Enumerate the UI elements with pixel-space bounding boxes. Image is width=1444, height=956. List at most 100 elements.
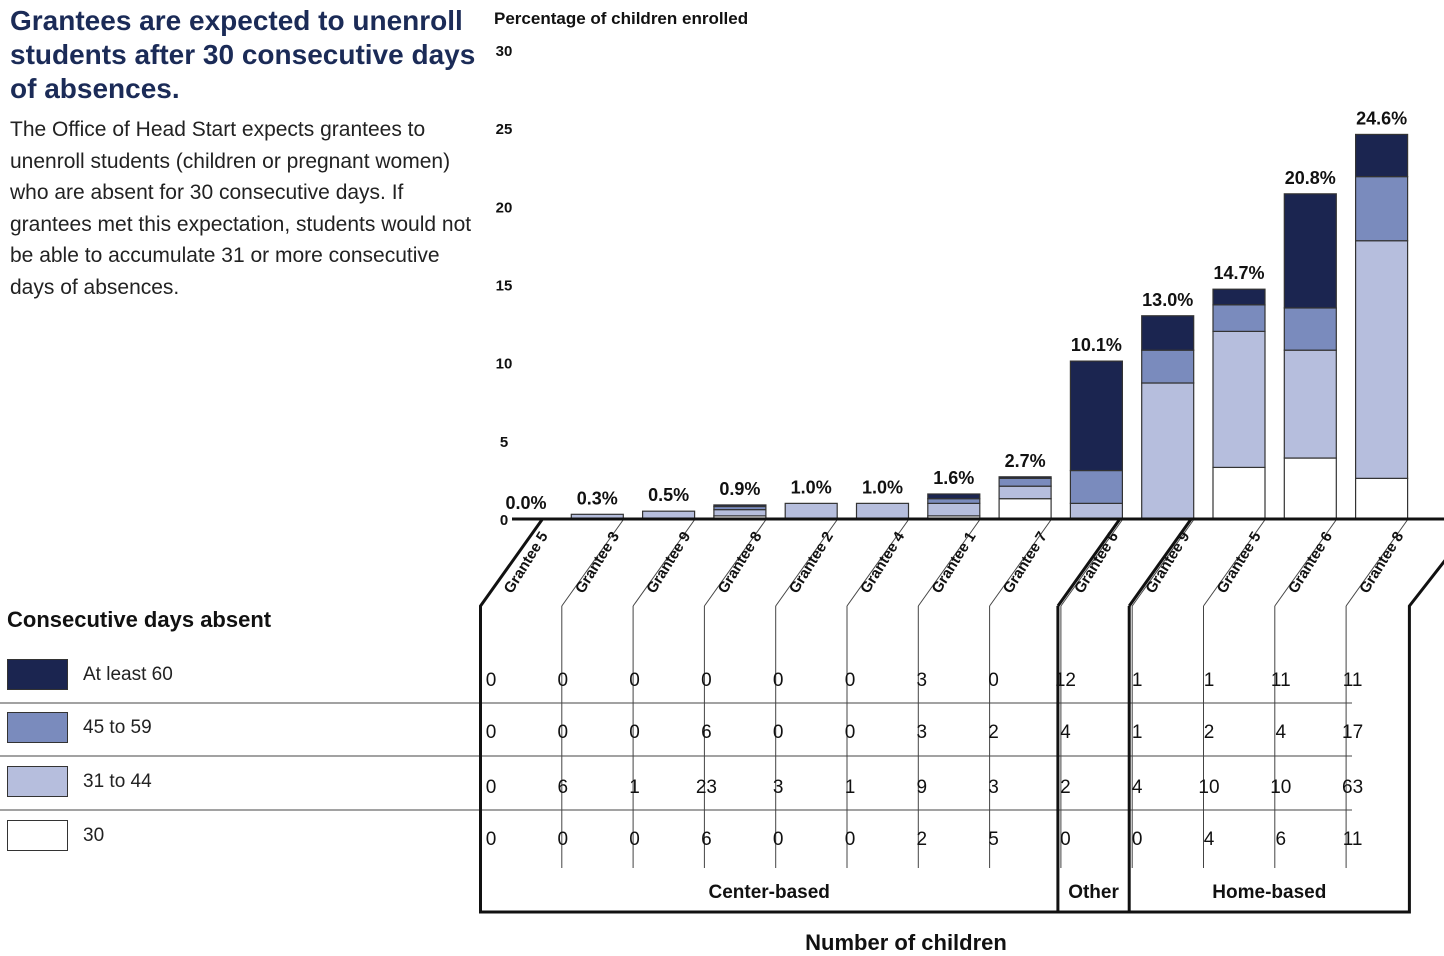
column-divider <box>1131 518 1195 607</box>
bar-segment <box>1283 307 1337 351</box>
bar-segment <box>1141 382 1195 520</box>
bar-segment <box>927 502 981 517</box>
table-cell: 1 <box>1132 722 1143 743</box>
table-cell: 0 <box>1132 829 1143 850</box>
intro-paragraph: The Office of Head Start expects grantee… <box>10 118 472 299</box>
table-cell: 2 <box>1060 777 1071 798</box>
group-label: Center-based <box>708 882 829 903</box>
column-divider <box>917 518 981 607</box>
bar-segment <box>1212 466 1266 520</box>
category-label: Grantee 2 <box>786 529 837 597</box>
bar-segment <box>1069 502 1124 520</box>
bar-segment <box>998 485 1052 500</box>
table-cell: 0 <box>629 722 640 743</box>
legend-item-31-to-44: 31 to 44 <box>7 766 457 800</box>
legend-label: 45 to 59 <box>83 717 152 738</box>
x-axis-title: Number of children <box>805 930 1007 955</box>
bar-segment <box>713 504 767 508</box>
bar-total-label: 1.6% <box>933 468 974 488</box>
group-label: Home-based <box>1212 882 1326 903</box>
table-cell: 0 <box>845 829 856 850</box>
table-cell: 4 <box>1132 777 1143 798</box>
legend-title: Consecutive days absent <box>7 607 272 632</box>
category-label: Grantee 3 <box>572 529 623 597</box>
bar-segment <box>1069 360 1124 472</box>
table-cell: 1 <box>845 777 856 798</box>
bar-total-label: 10.1% <box>1071 335 1122 355</box>
category-label: Grantee 6 <box>1285 529 1336 597</box>
table-cell: 0 <box>988 670 999 691</box>
y-tick-label: 30 <box>496 43 513 60</box>
legend-swatch <box>7 712 68 743</box>
table-cell: 3 <box>988 777 999 798</box>
table-cell: 4 <box>1204 829 1215 850</box>
bar-total-label: 24.6% <box>1356 108 1407 128</box>
column-divider <box>1345 518 1409 607</box>
bar-segment <box>1141 349 1195 384</box>
table-cell: 0 <box>486 670 497 691</box>
bar-segment <box>855 502 910 520</box>
y-tick-label: 15 <box>496 278 513 295</box>
bar-total-label: 13.0% <box>1142 290 1193 310</box>
headline: Grantees are expected to unenroll studen… <box>10 5 476 104</box>
table-cell: 6 <box>1276 829 1287 850</box>
table-cell: 11 <box>1343 829 1363 850</box>
category-label: Grantee 5 <box>1214 529 1265 597</box>
category-label: Grantee 7 <box>1000 529 1051 597</box>
table-cell: 11 <box>1343 670 1363 691</box>
table-cell: 3 <box>917 670 928 691</box>
legend-item-45-to-59: 45 to 59 <box>7 712 457 746</box>
category-label: Grantee 1 <box>928 529 979 597</box>
table-cell: 0 <box>558 722 569 743</box>
bar-segment <box>1283 193 1337 309</box>
legend-swatch <box>7 766 68 797</box>
legend-label: 31 to 44 <box>83 771 152 792</box>
category-label: Grantee 4 <box>857 528 908 596</box>
category-label: Grantee 8 <box>1356 529 1407 597</box>
category-label: Grantee 5 <box>501 529 552 597</box>
bar-segment <box>998 477 1052 487</box>
bar-total-label: 20.8% <box>1285 168 1336 188</box>
table-cell: 10 <box>1198 777 1219 798</box>
bar-segment <box>784 502 838 520</box>
table-cell: 2 <box>988 722 999 743</box>
y-tick-label: 5 <box>500 434 508 451</box>
group-outline <box>479 517 1444 914</box>
bar-total-label: 0.9% <box>719 479 760 499</box>
table-cell: 2 <box>917 829 928 850</box>
legend-swatch <box>7 659 68 690</box>
legend-item-30: 30 <box>7 820 457 854</box>
legend-label: At least 60 <box>83 664 173 685</box>
table-cell: 0 <box>629 829 640 850</box>
table-cell: 0 <box>773 829 784 850</box>
bar-total-label: 2.7% <box>1005 451 1046 471</box>
table-cell: 0 <box>845 670 856 691</box>
bar-segment <box>927 498 981 504</box>
column-divider <box>846 518 910 607</box>
y-tick-label: 20 <box>496 199 513 216</box>
bar-segment <box>1212 288 1266 306</box>
table-cell: 11 <box>1271 670 1291 691</box>
legend-item-at-least-60: At least 60 <box>7 659 457 693</box>
bar-segment <box>1354 477 1409 520</box>
column-divider <box>989 518 1053 607</box>
table-cell: 23 <box>696 777 717 798</box>
table-cell: 10 <box>1270 777 1291 798</box>
table-cell: 0 <box>486 777 497 798</box>
column-divider <box>1203 518 1266 607</box>
table-cell: 5 <box>988 829 999 850</box>
column-divider <box>1274 518 1338 607</box>
table-cell: 6 <box>558 777 569 798</box>
table-cell: 0 <box>773 670 784 691</box>
column-divider <box>703 518 767 607</box>
category-label: Grantee 6 <box>1071 529 1122 597</box>
table-cell: 0 <box>486 829 497 850</box>
column-divider <box>561 518 625 607</box>
table-cell: 0 <box>486 722 497 743</box>
bar-segment <box>1212 330 1266 469</box>
bar-total-label: 0.3% <box>577 488 618 508</box>
bar-segment <box>1283 457 1337 520</box>
table-cell: 4 <box>1060 722 1071 743</box>
y-tick-label: 25 <box>496 121 513 138</box>
bar-segment <box>1212 304 1266 332</box>
